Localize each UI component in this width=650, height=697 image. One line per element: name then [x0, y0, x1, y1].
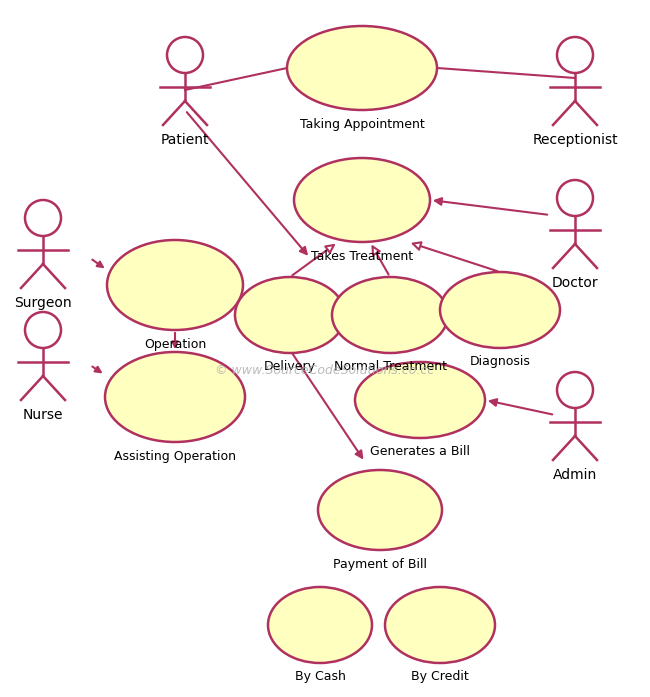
Text: Generates a Bill: Generates a Bill: [370, 445, 470, 458]
Ellipse shape: [355, 362, 485, 438]
Text: Nurse: Nurse: [23, 408, 63, 422]
Text: Assisting Operation: Assisting Operation: [114, 450, 236, 463]
Text: Diagnosis: Diagnosis: [469, 355, 530, 368]
Ellipse shape: [105, 352, 245, 442]
Ellipse shape: [332, 277, 448, 353]
Text: © www.SourceCodeSolutions.co.cc: © www.SourceCodeSolutions.co.cc: [215, 364, 435, 376]
Text: Surgeon: Surgeon: [14, 296, 72, 310]
Ellipse shape: [385, 587, 495, 663]
Text: Admin: Admin: [553, 468, 597, 482]
Text: Taking Appointment: Taking Appointment: [300, 118, 424, 131]
Text: Normal Treatment: Normal Treatment: [333, 360, 447, 373]
Text: By Cash: By Cash: [294, 670, 345, 683]
Text: Doctor: Doctor: [552, 276, 598, 290]
Text: Delivery: Delivery: [264, 360, 316, 373]
Text: By Credit: By Credit: [411, 670, 469, 683]
Text: Operation: Operation: [144, 338, 206, 351]
Text: Patient: Patient: [161, 133, 209, 147]
Text: Receptionist: Receptionist: [532, 133, 618, 147]
Ellipse shape: [294, 158, 430, 242]
Ellipse shape: [107, 240, 243, 330]
Ellipse shape: [268, 587, 372, 663]
Ellipse shape: [235, 277, 345, 353]
Text: Takes Treatment: Takes Treatment: [311, 250, 413, 263]
Ellipse shape: [318, 470, 442, 550]
Ellipse shape: [287, 26, 437, 110]
Text: Payment of Bill: Payment of Bill: [333, 558, 427, 571]
Ellipse shape: [440, 272, 560, 348]
